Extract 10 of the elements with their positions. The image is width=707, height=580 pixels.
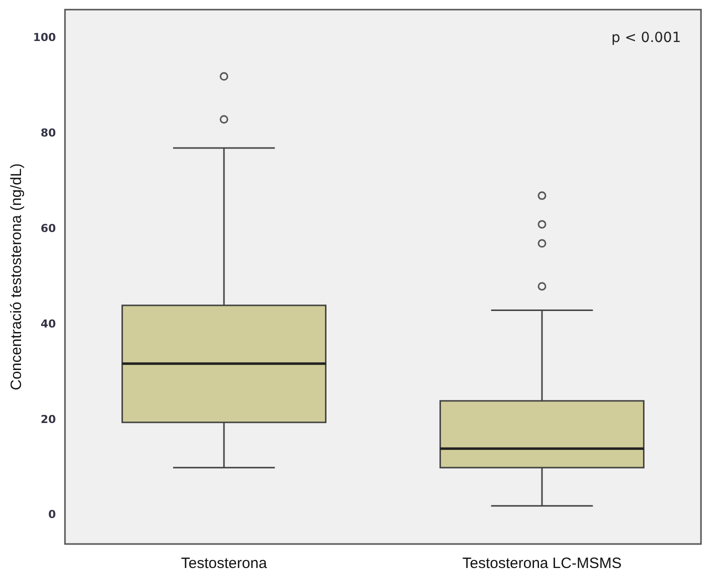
x-tick-label: Testosterona LC-MSMS — [462, 555, 622, 572]
y-tick-label: 40 — [40, 317, 56, 330]
x-tick-label: Testosterona — [181, 555, 268, 572]
y-tick-label: 60 — [40, 222, 56, 235]
y-tick-label: 0 — [48, 508, 56, 522]
y-axis-title: Concentració testosterona (ng/dL) — [8, 163, 26, 390]
y-tick-label: 20 — [40, 412, 56, 426]
y-tick-label: 100 — [32, 31, 56, 44]
annotation: p < 0.001 — [611, 30, 681, 46]
y-tick-label: 80 — [40, 126, 56, 140]
